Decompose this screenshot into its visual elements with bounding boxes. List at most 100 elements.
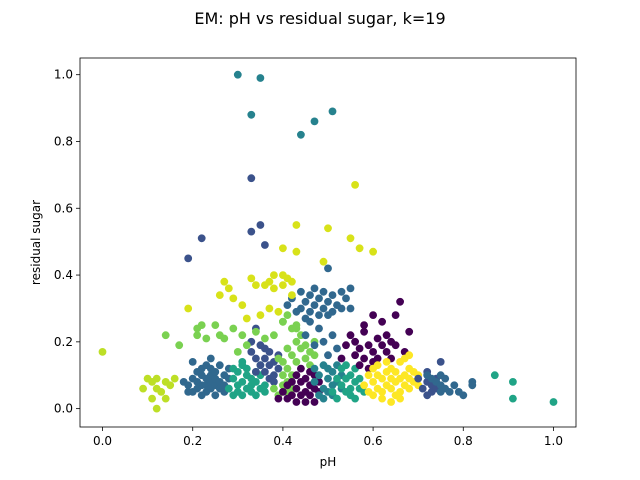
- y-tick-label: 0.4: [54, 268, 73, 282]
- x-tick-label: 1.0: [544, 434, 563, 448]
- y-axis-label: residual sugar: [29, 200, 43, 285]
- data-point: [360, 381, 368, 390]
- data-point: [319, 257, 328, 266]
- data-point: [288, 351, 296, 360]
- data-point: [360, 321, 368, 329]
- data-point: [301, 354, 310, 363]
- x-tick-label: 0.0: [93, 434, 112, 448]
- data-point: [175, 341, 184, 350]
- data-point: [346, 234, 355, 243]
- x-axis: 0.0 0.2 0.4 0.6 0.8 1.0: [93, 427, 563, 448]
- data-point: [450, 381, 459, 390]
- data-point: [509, 394, 517, 403]
- data-point: [355, 244, 364, 253]
- data-point: [206, 354, 215, 363]
- data-point: [157, 388, 166, 396]
- data-point: [378, 394, 386, 403]
- data-point: [342, 361, 350, 370]
- data-point: [328, 291, 337, 299]
- data-point: [382, 358, 391, 366]
- data-point: [337, 354, 346, 363]
- data-point: [261, 344, 269, 353]
- data-point: [324, 297, 332, 306]
- data-point: [292, 221, 301, 229]
- data-point: [247, 174, 256, 183]
- data-point: [324, 224, 332, 233]
- data-point: [301, 374, 310, 383]
- data-point: [197, 234, 206, 243]
- data-point: [283, 301, 292, 309]
- data-point: [256, 221, 265, 229]
- data-point: [161, 331, 170, 340]
- data-point: [324, 374, 332, 383]
- data-point: [283, 364, 292, 373]
- data-point: [215, 361, 224, 370]
- data-point: [315, 371, 323, 380]
- data-point: [193, 331, 202, 340]
- data-point: [292, 398, 301, 406]
- data-point: [184, 254, 193, 263]
- data-point: [369, 311, 377, 319]
- data-point: [197, 321, 206, 329]
- y-tick-label: 0.2: [54, 335, 73, 349]
- data-point: [229, 364, 238, 373]
- data-point: [247, 227, 256, 236]
- data-point: [328, 307, 337, 316]
- data-point: [378, 388, 386, 396]
- data-point: [297, 304, 305, 313]
- x-tick-label: 0.2: [183, 434, 202, 448]
- data-point: [378, 317, 386, 326]
- data-point: [220, 277, 229, 286]
- data-point: [301, 341, 310, 350]
- data-point: [337, 287, 346, 296]
- data-point: [369, 247, 377, 256]
- data-point: [229, 374, 238, 383]
- data-point: [315, 324, 323, 333]
- data-point: [391, 368, 400, 376]
- data-point: [351, 394, 359, 403]
- data-point: [224, 284, 233, 293]
- data-point: [215, 291, 224, 299]
- data-point: [310, 398, 319, 406]
- data-point: [328, 331, 337, 340]
- data-point: [256, 74, 265, 82]
- data-point: [252, 368, 260, 376]
- data-point: [184, 304, 193, 313]
- data-point: [252, 281, 260, 289]
- data-point: [139, 384, 148, 393]
- data-point: [333, 374, 341, 383]
- data-point: [459, 391, 468, 400]
- data-point: [387, 384, 395, 393]
- data-point: [306, 317, 314, 326]
- data-point: [396, 297, 404, 306]
- y-tick-label: 0.8: [54, 134, 73, 148]
- data-point: [378, 374, 386, 383]
- data-point: [310, 351, 319, 360]
- data-point: [270, 378, 278, 386]
- data-point: [261, 388, 269, 396]
- data-point: [238, 331, 247, 340]
- x-tick-label: 0.4: [273, 434, 292, 448]
- data-point: [170, 374, 179, 383]
- data-point: [405, 384, 414, 393]
- data-point: [161, 394, 170, 403]
- data-point: [391, 311, 400, 319]
- data-point: [297, 364, 305, 373]
- x-tick-label: 0.6: [364, 434, 383, 448]
- x-axis-label: pH: [320, 455, 337, 469]
- data-point: [261, 368, 269, 376]
- data-point: [355, 344, 364, 353]
- data-point: [279, 317, 287, 326]
- data-point: [283, 311, 292, 319]
- data-point: [351, 337, 359, 346]
- data-point: [279, 371, 287, 380]
- data-point: [351, 181, 359, 189]
- data-point: [346, 371, 355, 380]
- data-point: [315, 294, 323, 303]
- data-point: [288, 378, 296, 386]
- data-point: [297, 287, 305, 296]
- data-point: [220, 334, 229, 343]
- data-point: [346, 384, 355, 393]
- data-point: [279, 358, 287, 366]
- data-point: [301, 331, 310, 340]
